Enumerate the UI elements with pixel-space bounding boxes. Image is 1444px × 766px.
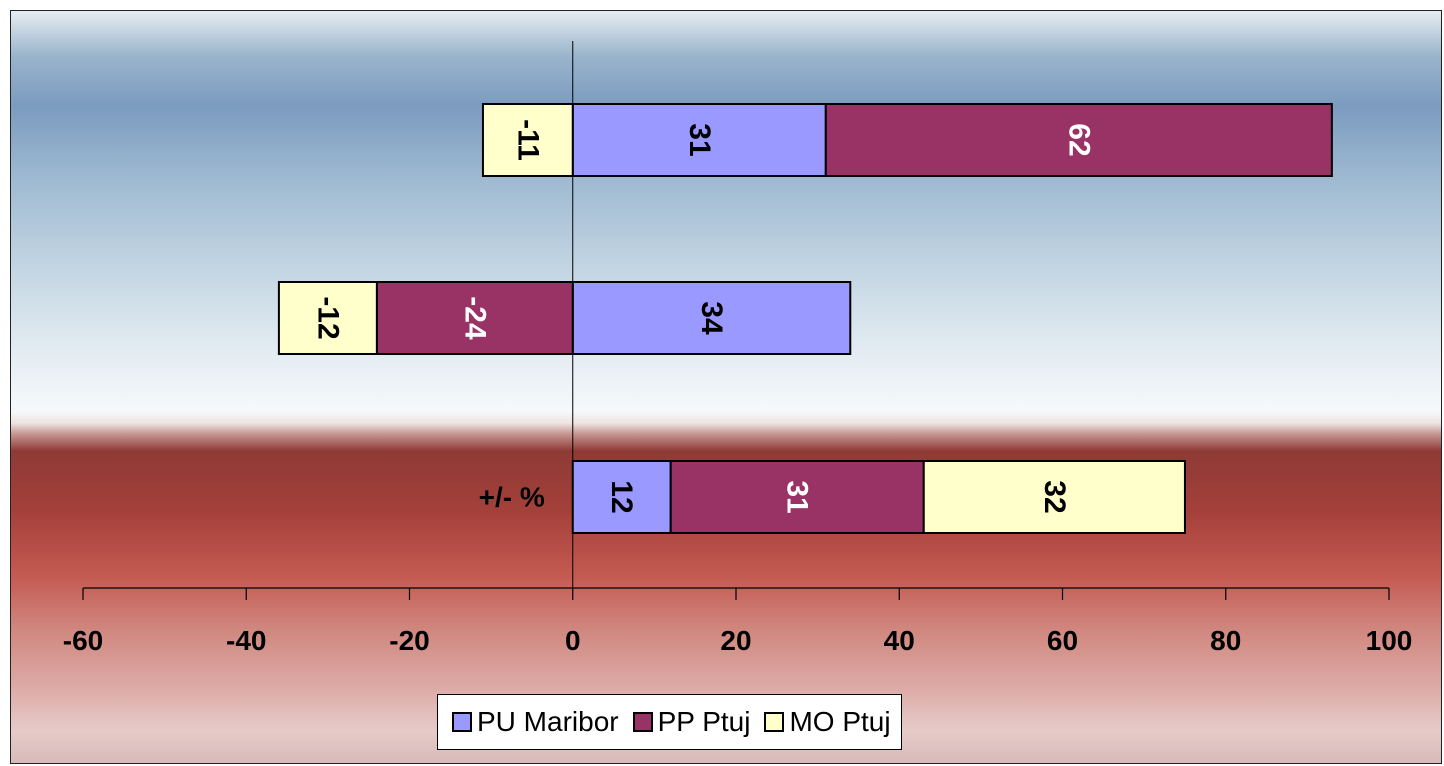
- x-tick-label: 80: [1210, 625, 1241, 656]
- legend: PU Maribor PP Ptuj MO Ptuj: [437, 694, 902, 750]
- legend-label: MO Ptuj: [789, 706, 891, 737]
- data-label: 34: [695, 301, 728, 335]
- legend-label: PU Maribor: [477, 706, 619, 737]
- category-label: +/- %: [479, 482, 545, 513]
- bar-segment: [571, 103, 827, 177]
- x-tick-label: 20: [720, 625, 751, 656]
- legend-item: PU Maribor: [452, 706, 619, 738]
- data-label: 12: [605, 480, 638, 513]
- x-tick-label: -20: [389, 625, 429, 656]
- chart-plot: -60 -40 -20 0 20 40 60 80 100 31 62 -11 34 -24 -12 12 31…: [63, 41, 1413, 656]
- bar-segment: [824, 103, 1333, 177]
- data-label: -12: [311, 296, 344, 339]
- chart-area: -60 -40 -20 0 20 40 60 80 100 31 62 -11 34 -24 -12 12 31…: [10, 10, 1442, 764]
- x-tick-label: 100: [1366, 625, 1413, 656]
- bar-segment: [481, 103, 574, 177]
- legend-swatch: [764, 712, 785, 732]
- data-label: 32: [1038, 480, 1071, 513]
- legend-swatch: [632, 712, 653, 732]
- x-tick-label: 40: [884, 625, 915, 656]
- data-label: -24: [458, 296, 491, 340]
- x-tick-label: -60: [63, 625, 103, 656]
- x-tick-label: 60: [1047, 625, 1078, 656]
- bar-segment: [571, 460, 672, 534]
- data-label: 31: [683, 123, 716, 156]
- legend-item: PP Ptuj: [632, 706, 751, 738]
- legend-swatch: [452, 712, 472, 732]
- legend-label: PP Ptuj: [657, 706, 751, 737]
- bar-segment: [277, 281, 378, 355]
- bar-segment: [922, 460, 1186, 534]
- bar-segment: [375, 281, 574, 355]
- x-tick-label: 0: [565, 625, 581, 656]
- bar-segment: [571, 281, 852, 355]
- data-label: 62: [1062, 123, 1095, 156]
- data-label: 31: [781, 480, 814, 513]
- data-label: -11: [511, 119, 544, 161]
- x-tick-label: -40: [226, 625, 266, 656]
- legend-item: MO Ptuj: [764, 706, 891, 738]
